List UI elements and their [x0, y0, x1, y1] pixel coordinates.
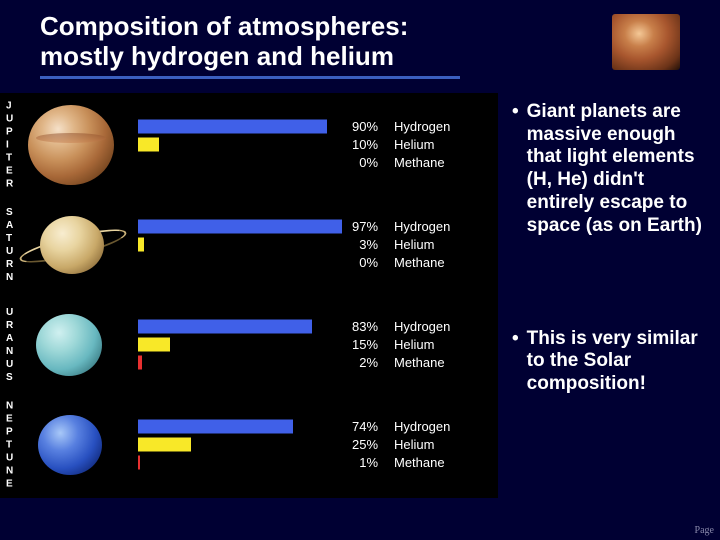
bar-helium	[138, 238, 144, 252]
content-area: JUPITER90%10%0%HydrogenHeliumMethaneSATU…	[0, 87, 720, 498]
pct-column: 83%15%2%	[352, 318, 378, 372]
bar-hydrogen	[138, 420, 293, 434]
bar-hydrogen	[138, 320, 312, 334]
bullet-1: • Giant planets are massive enough that …	[512, 101, 702, 238]
bars-group	[138, 117, 348, 172]
title-line-1: Composition of atmospheres:	[40, 12, 612, 42]
composition-chart: JUPITER90%10%0%HydrogenHeliumMethaneSATU…	[0, 93, 498, 498]
title-block: Composition of atmospheres: mostly hydro…	[40, 12, 612, 79]
jupiter-thumbnail-icon	[612, 14, 680, 70]
jupiter-icon	[28, 105, 114, 185]
bar-methane	[138, 356, 142, 370]
page-footer: Page	[695, 525, 714, 536]
bullet-dot-icon: •	[512, 328, 519, 396]
bar-helium	[138, 138, 159, 152]
planet-label: JUPITER	[6, 99, 18, 190]
neptune-icon	[38, 415, 102, 475]
planet-row-saturn: SATURN 97%3%0% HydrogenHeliumMethane	[0, 195, 498, 295]
planet-label: NEPTUNE	[6, 399, 18, 490]
uranus-icon	[36, 314, 102, 376]
bars-group	[138, 317, 348, 372]
bar-methane	[138, 456, 140, 470]
saturn-icon	[22, 210, 122, 280]
pct-column: 90%10%0%	[352, 118, 378, 172]
gas-column: HydrogenHeliumMethane	[394, 318, 450, 372]
gas-column: HydrogenHeliumMethane	[394, 218, 450, 272]
gas-column: HydrogenHeliumMethane	[394, 118, 450, 172]
bar-hydrogen	[138, 220, 342, 234]
slide-header: Composition of atmospheres: mostly hydro…	[0, 0, 720, 87]
planet-label: URANUS	[6, 306, 18, 384]
bullet-2: • This is very similar to the Solar comp…	[512, 328, 702, 396]
bar-helium	[138, 438, 191, 452]
bullet-1-text: Giant planets are massive enough that li…	[527, 101, 702, 238]
title-line-2: mostly hydrogen and helium	[40, 42, 612, 72]
bar-helium	[138, 338, 170, 352]
planet-label: SATURN	[6, 206, 18, 284]
bars-group	[138, 417, 348, 472]
bullet-list: • Giant planets are massive enough that …	[498, 93, 710, 498]
title-underline	[40, 76, 460, 79]
planet-row-neptune: NEPTUNE 74%25%1% HydrogenHeliumMethane	[0, 395, 498, 495]
gas-column: HydrogenHeliumMethane	[394, 418, 450, 472]
bar-hydrogen	[138, 120, 327, 134]
bullet-2-text: This is very similar to the Solar compos…	[527, 328, 702, 396]
bars-group	[138, 217, 348, 272]
planet-row-uranus: URANUS 83%15%2% HydrogenHeliumMethane	[0, 295, 498, 395]
pct-column: 97%3%0%	[352, 218, 378, 272]
bullet-dot-icon: •	[512, 101, 519, 238]
planet-row-jupiter: JUPITER 90%10%0% HydrogenHeliumMethane	[0, 95, 498, 195]
pct-column: 74%25%1%	[352, 418, 378, 472]
